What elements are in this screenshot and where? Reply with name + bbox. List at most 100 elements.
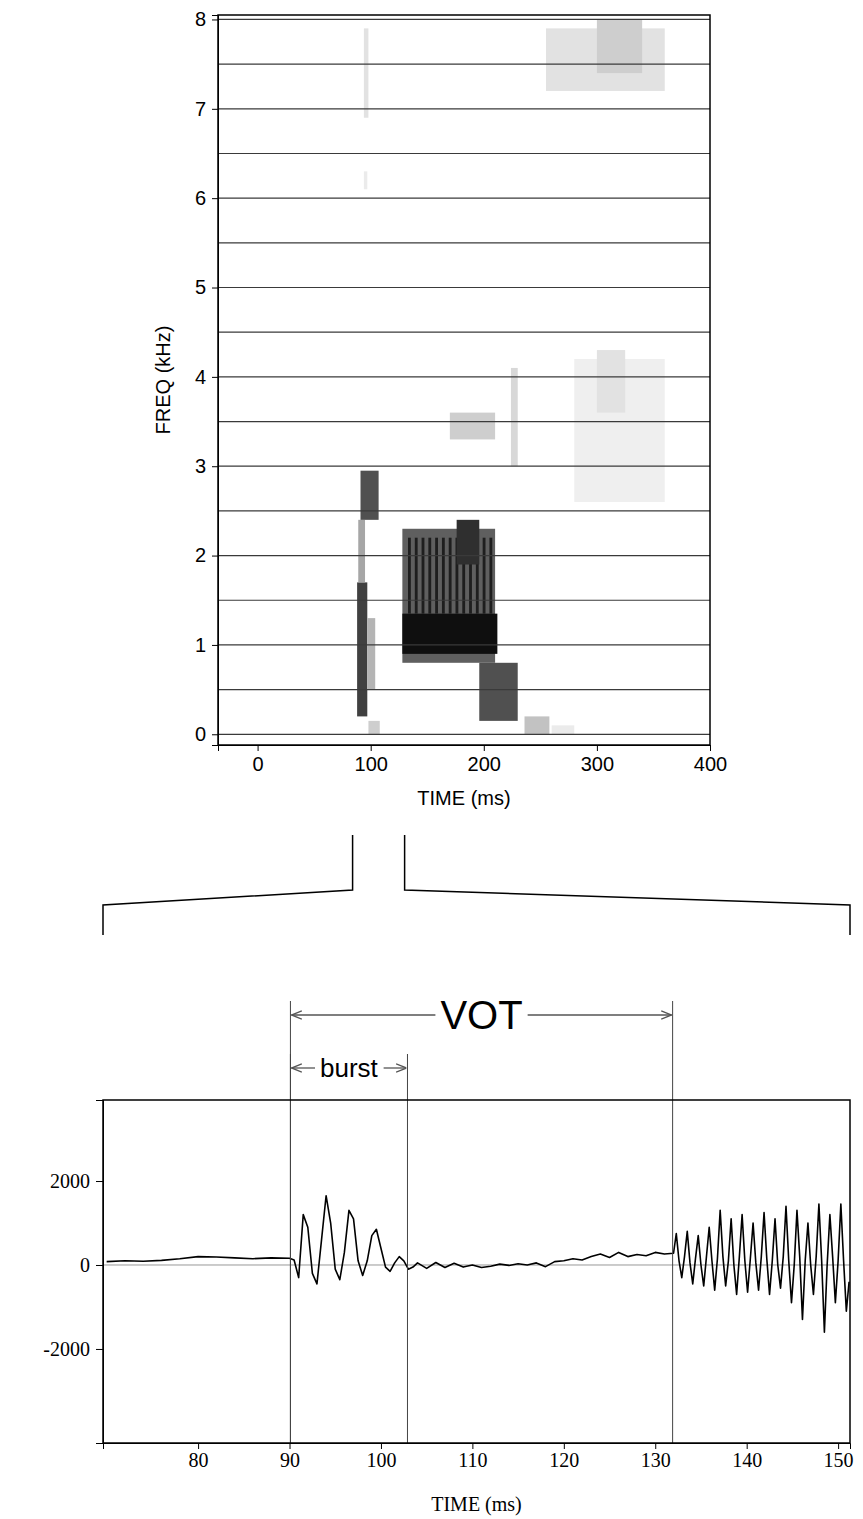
tick-label: -2000 [43, 1338, 90, 1360]
zoom-connector [103, 835, 353, 935]
grid-line [218, 600, 710, 601]
tick: 200 [468, 745, 501, 775]
annotation-arrow [528, 1014, 672, 1015]
tick-mark [710, 745, 711, 751]
annotation-label: burst [320, 1053, 379, 1083]
tick-label: 100 [366, 1449, 396, 1471]
axis-line [212, 16, 219, 746]
tick-mark [564, 1443, 565, 1449]
spectrogram-cell [368, 721, 379, 734]
tick: 5 [195, 276, 218, 298]
plot-frame [103, 1100, 850, 1443]
spectrogram-cell [457, 520, 480, 565]
tick: 2 [195, 544, 218, 566]
tick-mark [212, 19, 218, 20]
spectrogram-cell [364, 28, 369, 117]
tick-mark [381, 1443, 382, 1449]
tick-label: 2000 [50, 1170, 90, 1192]
tick-mark [212, 198, 218, 199]
axis-title: TIME (ms) [417, 787, 510, 809]
tick-mark [212, 377, 218, 378]
spectrogram-cell [358, 520, 365, 583]
spectrogram-panel: 0100200300400012345678TIME (ms)FREQ (kHz… [152, 8, 727, 809]
spectrogram-cell [489, 538, 492, 614]
tick-mark [747, 1443, 748, 1449]
grid-line [218, 287, 710, 288]
tick-label: 90 [280, 1449, 300, 1471]
tick: 7 [195, 98, 218, 120]
tick-mark [212, 645, 218, 646]
spectrogram-cell [525, 716, 550, 734]
spectrogram-cell [357, 582, 367, 716]
spectrogram-cell [449, 538, 452, 614]
annotations: VOTburst [290, 993, 672, 1443]
waveform-lines [107, 1196, 849, 1332]
axis-line [96, 1101, 104, 1444]
tick-label: 140 [732, 1449, 762, 1471]
tick: 400 [694, 745, 727, 775]
tick-label: 100 [355, 753, 388, 775]
tick: 110 [458, 1443, 487, 1471]
tick-label: 400 [694, 753, 727, 775]
tick-label: 2 [195, 544, 206, 566]
axis: 012345678 [195, 8, 219, 745]
tick-mark [198, 1443, 199, 1449]
annotation-boundary [407, 1054, 408, 1443]
tick: 130 [641, 1443, 671, 1471]
spectrogram-cell [552, 725, 575, 734]
grid-line [218, 421, 710, 422]
spectrogram-cell [361, 471, 379, 520]
tick-mark [212, 734, 218, 735]
tick: 100 [355, 745, 388, 775]
annotation-boundary [672, 1001, 673, 1443]
spectrogram-cell [422, 538, 425, 614]
tick: -2000 [43, 1338, 103, 1360]
tick-label: 110 [458, 1449, 487, 1471]
axis: -2000 0 2000 [43, 1101, 103, 1444]
tick: 2000 [50, 1170, 103, 1192]
tick-label: 7 [195, 98, 206, 120]
annotation-arrow [291, 1014, 435, 1015]
tick-mark [655, 1443, 656, 1449]
tick-label: 80 [189, 1449, 209, 1471]
grid [218, 19, 710, 734]
zoom-connector [405, 835, 850, 935]
grid-line [218, 19, 710, 20]
tick-label: 3 [195, 455, 206, 477]
tick: 140 [732, 1443, 762, 1471]
spectrogram-cell [435, 538, 438, 614]
grid-line [218, 466, 710, 467]
tick: 4 [195, 366, 218, 388]
tick-label: 6 [195, 187, 206, 209]
spectrogram-cell [402, 614, 497, 654]
spectrogram-cell [483, 538, 486, 614]
tick-mark [212, 288, 218, 289]
plot-frame [218, 15, 710, 745]
axis-title: FREQ (kHz) [152, 326, 174, 435]
tick-label: 0 [80, 1254, 90, 1276]
tick-label: 300 [581, 753, 614, 775]
tick-label: 1 [195, 634, 206, 656]
grid-line [218, 555, 710, 556]
tick-mark [472, 1443, 473, 1449]
spectrogram-cell [367, 618, 375, 689]
tick: 0 [195, 723, 218, 745]
annotation-arrow [291, 1067, 315, 1068]
tick-mark [96, 1181, 103, 1182]
tick: 3 [195, 455, 218, 477]
grid-line [218, 242, 710, 243]
axis: 0100200300400 [219, 745, 728, 775]
tick-mark [597, 745, 598, 751]
tick-mark [96, 1265, 103, 1266]
spectrogram-cell [597, 19, 642, 73]
tick: 6 [195, 187, 218, 209]
spectrogram-cell [479, 663, 517, 721]
grid-line [218, 64, 710, 65]
tick-label: 5 [195, 276, 206, 298]
tick-label: 150 [824, 1449, 854, 1471]
tick: 150 [824, 1443, 854, 1471]
grid-line [218, 108, 710, 109]
grid-line [218, 734, 710, 735]
tick-label: 4 [195, 366, 206, 388]
spectrogram-cell [597, 350, 625, 413]
